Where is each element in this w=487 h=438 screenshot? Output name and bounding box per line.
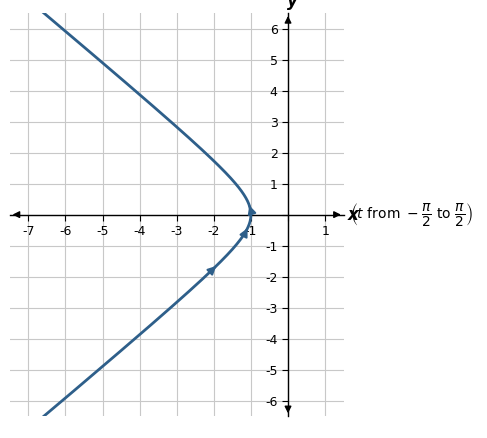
Text: y: y (287, 0, 298, 10)
Text: $\left( t\ \mathrm{from}\ -\dfrac{\pi}{2}\ \mathrm{to}\ \dfrac{\pi}{2} \right)$: $\left( t\ \mathrm{from}\ -\dfrac{\pi}{2… (350, 201, 473, 228)
Text: x: x (347, 205, 358, 224)
